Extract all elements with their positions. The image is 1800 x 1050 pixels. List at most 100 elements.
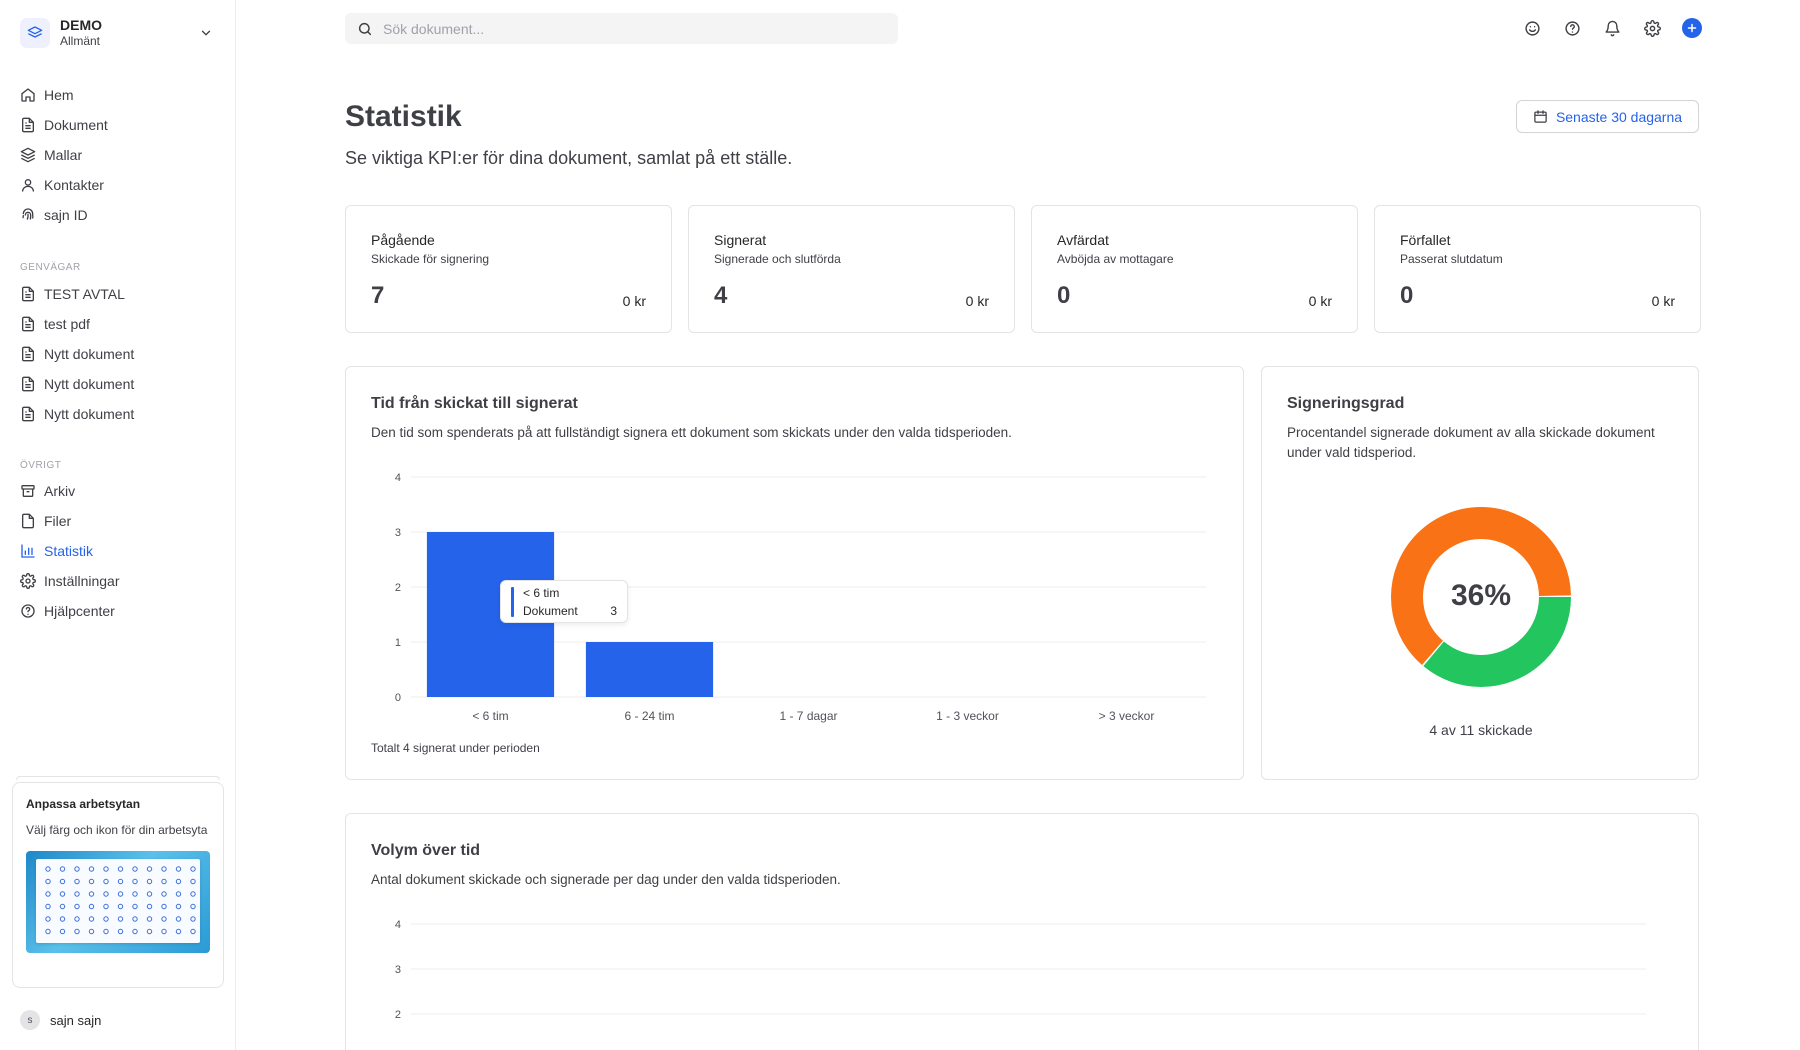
volume-line-chart: 2 3 4 — [395, 919, 1646, 1021]
kpi-title: Signerat — [714, 232, 767, 248]
grid-glyph — [161, 903, 167, 910]
grid-glyph — [103, 903, 109, 910]
bar-chart-icon — [21, 544, 35, 558]
document-icon — [22, 406, 34, 422]
signing-rate-donut-chart — [1391, 507, 1571, 687]
sidebar-item-settings[interactable]: Inställningar — [20, 566, 216, 596]
shortcut-item[interactable]: Nytt dokument — [20, 399, 216, 429]
shortcut-label: Nytt dokument — [44, 406, 135, 422]
shortcut-item[interactable]: Nytt dokument — [20, 369, 216, 399]
grid-glyph — [161, 916, 167, 922]
grid-glyph — [161, 891, 167, 897]
x-tick-label: 1 - 3 veckor — [936, 709, 999, 723]
sidebar-item-label: Statistik — [44, 543, 94, 559]
other-section-label: ÖVRIGT — [20, 460, 62, 471]
help-icon[interactable] — [1562, 18, 1582, 38]
sidebar-item-archive[interactable]: Arkiv — [20, 476, 216, 506]
x-tick-label: 6 - 24 tim — [624, 709, 674, 723]
kpi-subtitle: Skickade för signering — [371, 252, 490, 266]
search-input[interactable] — [383, 20, 863, 37]
user-menu[interactable]: s sajn sajn — [20, 1010, 101, 1030]
smiley-icon[interactable] — [1522, 18, 1542, 38]
date-range-button[interactable]: Senaste 30 dagarna — [1516, 100, 1699, 133]
grid-glyph — [190, 916, 196, 922]
workspace-switcher[interactable]: DEMO Allmänt — [20, 16, 216, 50]
gear-icon[interactable] — [1642, 18, 1662, 38]
grid-glyph — [59, 916, 66, 922]
bell-icon[interactable] — [1602, 18, 1622, 38]
document-icon — [22, 316, 34, 332]
customize-workspace-card[interactable]: Anpassa arbetsytan Välj färg och ikon fö… — [12, 782, 224, 988]
grid-glyph — [175, 891, 182, 897]
y-tick-label: 1 — [395, 637, 401, 649]
grid-glyph — [45, 903, 51, 910]
shortcuts-nav: TEST AVTAL test pdf Nytt dokument Nytt d… — [20, 279, 216, 429]
tooltip-value: 3 — [610, 604, 617, 618]
grid-glyph — [45, 891, 51, 897]
grid-glyph — [59, 878, 66, 885]
grid-glyph — [175, 878, 182, 885]
sidebar-item-home[interactable]: Hem — [20, 80, 216, 110]
sidebar-item-statistics[interactable]: Statistik — [20, 536, 216, 566]
donut-slice[interactable] — [1391, 507, 1571, 687]
file-icon — [22, 513, 34, 529]
sidebar-item-documents[interactable]: Dokument — [20, 110, 216, 140]
grid-glyph — [59, 903, 66, 910]
other-nav: Arkiv Filer Statistik Inställningar Hjäl… — [20, 476, 216, 626]
sidebar-item-label: Inställningar — [44, 573, 120, 589]
sidebar-item-sajn-id[interactable]: sajn ID — [20, 200, 216, 230]
donut-slice[interactable] — [1391, 507, 1571, 687]
shortcut-label: TEST AVTAL — [44, 286, 125, 302]
layers-logo-icon — [20, 18, 50, 48]
sidebar-item-contacts[interactable]: Kontakter — [20, 170, 216, 200]
grid-glyph — [161, 878, 167, 885]
kpi-card-rejected: Avfärdat Avböjda av mottagare 0 0 kr — [1031, 205, 1358, 333]
grid-glyph — [132, 878, 138, 885]
grid-glyph — [88, 866, 95, 872]
grid-glyph — [74, 928, 80, 935]
kpi-value: 0 — [1057, 282, 1071, 309]
chevron-down-icon[interactable] — [196, 23, 216, 43]
bar[interactable] — [585, 642, 714, 697]
page-title: Statistik — [345, 100, 462, 133]
chart-footer: Totalt 4 signerat under perioden — [371, 741, 540, 755]
chart-tooltip: < 6 tim Dokument 3 — [500, 580, 628, 623]
grid-glyph — [146, 891, 153, 897]
grid-glyph — [117, 903, 124, 910]
shortcut-item[interactable]: test pdf — [20, 309, 216, 339]
grid-glyph — [161, 866, 167, 872]
sidebar-item-templates[interactable]: Mallar — [20, 140, 216, 170]
grid-glyph — [117, 878, 124, 885]
y-tick-label: 3 — [395, 964, 401, 976]
shortcut-item[interactable]: Nytt dokument — [20, 339, 216, 369]
grid-glyph — [146, 903, 153, 910]
archive-icon — [21, 485, 35, 497]
card-title: Volym över tid — [371, 842, 481, 859]
sidebar-item-label: sajn ID — [44, 207, 88, 223]
grid-glyph — [88, 891, 95, 897]
header-actions — [1522, 18, 1702, 38]
grid-glyph — [190, 903, 196, 910]
sidebar-item-help[interactable]: Hjälpcenter — [20, 596, 216, 626]
main-nav: Hem Dokument Mallar Kontakter sajn ID — [20, 80, 216, 230]
grid-glyph — [117, 866, 124, 872]
date-range-label: Senaste 30 dagarna — [1555, 108, 1683, 125]
sidebar-item-files[interactable]: Filer — [20, 506, 216, 536]
icon-grid-pattern — [45, 866, 196, 935]
grid-glyph — [132, 916, 138, 922]
sidebar-item-label: Dokument — [44, 117, 108, 133]
card-description: Antal dokument skickade och signerade pe… — [371, 872, 841, 887]
tooltip-category: < 6 tim — [523, 586, 560, 600]
grid-glyph — [175, 916, 182, 922]
x-tick-label: > 3 veckor — [1099, 709, 1155, 723]
grid-glyph — [190, 891, 196, 897]
grid-glyph — [74, 916, 80, 922]
grid-glyph — [190, 866, 196, 872]
grid-glyph — [88, 928, 95, 935]
search-icon — [358, 22, 372, 35]
shortcut-item[interactable]: TEST AVTAL — [20, 279, 216, 309]
add-button[interactable] — [1682, 18, 1702, 38]
grid-glyph — [117, 928, 124, 935]
kpi-amount: 0 kr — [1651, 293, 1675, 309]
search-bar[interactable] — [345, 13, 898, 44]
